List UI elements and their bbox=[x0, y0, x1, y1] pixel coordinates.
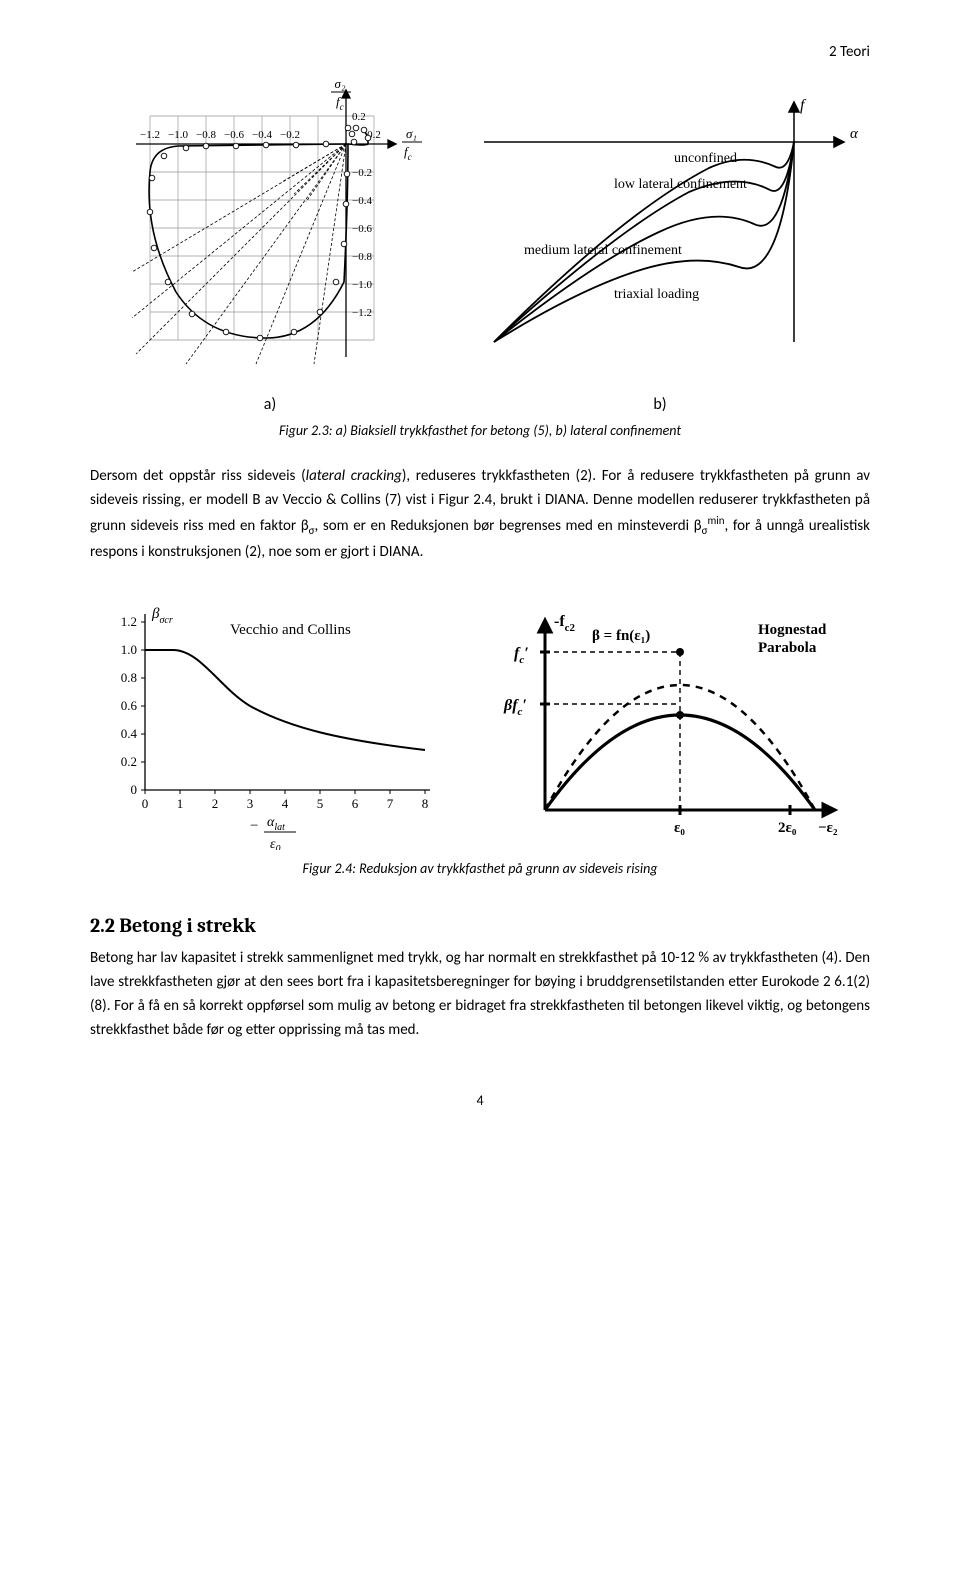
figure-2-4-row: 0 0.2 0.4 0.6 0.8 1.0 1.2 0 1 2 3 4 5 bbox=[90, 590, 870, 850]
fig-2-3-a: σ₂ fc σ₁ fc −1.2 −1.0 −0.8 −0.6 −0.4 −0.… bbox=[96, 82, 436, 382]
svg-text:−0.6: −0.6 bbox=[224, 129, 244, 141]
svg-text:0: 0 bbox=[142, 796, 149, 811]
svg-text:5: 5 bbox=[317, 796, 324, 811]
svg-text:−0.8: −0.8 bbox=[352, 251, 372, 263]
svg-text:−: − bbox=[250, 818, 258, 834]
fig-2-3-caption: Figur 2.3: a) Biaksiell trykkfasthet for… bbox=[90, 420, 870, 442]
svg-text:βfc′: βfc′ bbox=[503, 697, 527, 718]
svg-text:low lateral confinement: low lateral confinement bbox=[614, 177, 747, 192]
svg-text:−0.2: −0.2 bbox=[352, 167, 372, 179]
fig-2-4-right: -fc2 fc′ βfc′ β = fn(ε₁) Hognestad Parab… bbox=[490, 600, 860, 840]
svg-text:−0.4: −0.4 bbox=[352, 195, 372, 207]
svg-text:1: 1 bbox=[177, 796, 184, 811]
svg-text:triaxial loading: triaxial loading bbox=[614, 287, 699, 302]
svg-text:−0.4: −0.4 bbox=[252, 129, 272, 141]
fig-2-4-left: 0 0.2 0.4 0.6 0.8 1.0 1.2 0 1 2 3 4 5 bbox=[100, 590, 450, 850]
svg-text:σ₁: σ₁ bbox=[406, 126, 417, 141]
svg-text:2: 2 bbox=[212, 796, 219, 811]
heading-2-2: 2.2 Betong i strekk bbox=[90, 910, 870, 942]
svg-text:fc: fc bbox=[404, 144, 412, 162]
svg-text:0.2: 0.2 bbox=[121, 754, 137, 769]
svg-text:7: 7 bbox=[387, 796, 394, 811]
svg-text:4: 4 bbox=[282, 796, 289, 811]
svg-text:8: 8 bbox=[422, 796, 429, 811]
svg-text:0.8: 0.8 bbox=[121, 670, 137, 685]
svg-text:Hognestad: Hognestad bbox=[758, 622, 827, 638]
page-number: 4 bbox=[90, 1090, 870, 1112]
fig-2-3-b: f α unconfined low lateral confinement m… bbox=[464, 82, 864, 362]
svg-text:−ε₂: −ε₂ bbox=[818, 820, 838, 836]
svg-text:6: 6 bbox=[352, 796, 359, 811]
svg-text:−0.2: −0.2 bbox=[280, 129, 300, 141]
svg-text:α: α bbox=[850, 126, 859, 142]
svg-text:Vecchio and Collins: Vecchio and Collins bbox=[230, 622, 351, 638]
svg-text:1.2: 1.2 bbox=[121, 614, 137, 629]
label-b: b) bbox=[460, 392, 860, 418]
svg-text:1.0: 1.0 bbox=[121, 642, 137, 657]
svg-text:−1.2: −1.2 bbox=[140, 129, 160, 141]
svg-text:β = fn(ε₁): β = fn(ε₁) bbox=[592, 628, 650, 644]
svg-text:Parabola: Parabola bbox=[758, 640, 817, 656]
svg-text:0.2: 0.2 bbox=[352, 111, 366, 123]
svg-text:βσcr: βσcr bbox=[151, 606, 173, 626]
svg-text:unconfined: unconfined bbox=[674, 151, 737, 166]
fig-2-4-caption: Figur 2.4: Reduksjon av trykkfasthet på … bbox=[90, 858, 870, 880]
svg-text:3: 3 bbox=[247, 796, 254, 811]
svg-text:σ₂: σ₂ bbox=[335, 82, 346, 91]
svg-text:ε₀: ε₀ bbox=[674, 820, 685, 836]
fig-2-3-ab-labels: a) b) bbox=[90, 392, 870, 418]
para-2-2: Betong har lav kapasitet i strekk sammen… bbox=[90, 946, 870, 1042]
svg-text:f: f bbox=[800, 97, 807, 114]
svg-text:−1.2: −1.2 bbox=[352, 307, 372, 319]
svg-text:0.4: 0.4 bbox=[121, 726, 138, 741]
svg-text:ε0: ε0 bbox=[270, 837, 281, 850]
page-header: 2 Teori bbox=[90, 40, 870, 64]
svg-text:-fc2: -fc2 bbox=[554, 613, 576, 634]
label-a: a) bbox=[100, 392, 440, 418]
svg-text:0: 0 bbox=[131, 782, 138, 797]
svg-text:medium lateral confinement: medium lateral confinement bbox=[524, 243, 682, 258]
svg-text:0.6: 0.6 bbox=[121, 698, 138, 713]
svg-text:−1.0: −1.0 bbox=[352, 279, 372, 291]
svg-text:αlat: αlat bbox=[267, 815, 285, 833]
figure-2-3-row: σ₂ fc σ₁ fc −1.2 −1.0 −0.8 −0.6 −0.4 −0.… bbox=[90, 82, 870, 382]
svg-text:−0.6: −0.6 bbox=[352, 223, 372, 235]
svg-text:−0.8: −0.8 bbox=[196, 129, 216, 141]
svg-text:2ε₀: 2ε₀ bbox=[778, 820, 797, 836]
svg-text:fc′: fc′ bbox=[514, 645, 529, 666]
para-1: Dersom det oppstår riss sideveis (latera… bbox=[90, 464, 870, 564]
svg-text:−1.0: −1.0 bbox=[168, 129, 188, 141]
